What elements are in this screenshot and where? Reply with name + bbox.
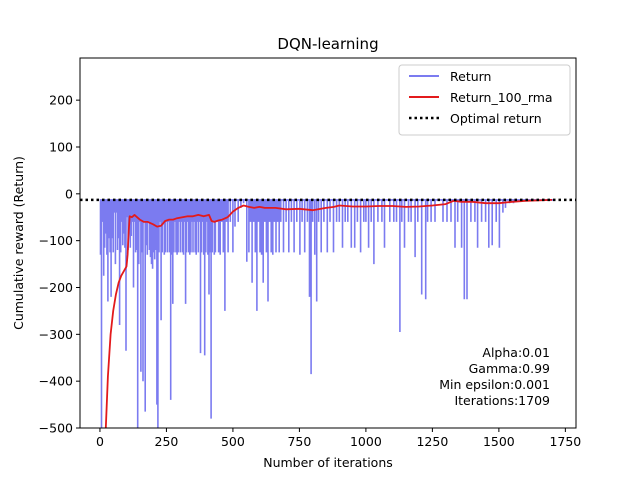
x-tick-label: 1750 — [549, 434, 581, 449]
x-tick-label: 1250 — [416, 434, 448, 449]
return-100-rma-line — [104, 199, 553, 428]
y-tick-label: 0 — [65, 186, 73, 201]
x-tick-label: 250 — [155, 434, 179, 449]
chart-title: DQN-learning — [277, 35, 378, 53]
y-tick-label: −400 — [39, 374, 73, 389]
plot-frame — [79, 57, 577, 429]
x-tick-label: 500 — [221, 434, 245, 449]
plot-area — [79, 57, 577, 429]
y-axis-ticks: −500 −400 −300 −200 −100 0 100 200 — [39, 93, 80, 436]
annotation-alpha: Alpha:0.01 — [482, 345, 550, 360]
x-axis-ticks: 0 250 500 750 1000 1250 1500 1750 — [96, 428, 581, 449]
y-tick-label: −300 — [39, 327, 73, 342]
x-tick-label: 1000 — [350, 434, 382, 449]
y-tick-label: −200 — [39, 280, 73, 295]
legend-label-return: Return — [450, 69, 491, 84]
x-tick-label: 1500 — [483, 434, 515, 449]
y-tick-label: −500 — [39, 421, 73, 436]
y-tick-label: 200 — [49, 93, 73, 108]
x-axis-label: Number of iterations — [263, 455, 393, 470]
x-tick-label: 0 — [96, 434, 104, 449]
legend-box — [398, 64, 571, 136]
y-axis-label: Cumulative reward (Return) — [11, 156, 26, 330]
annotation-iterations: Iterations:1709 — [454, 393, 550, 408]
y-tick-label: −100 — [39, 233, 73, 248]
annotation-gamma: Gamma:0.99 — [469, 361, 550, 376]
legend: Return Return_100_rma Optimal return — [398, 64, 571, 136]
x-tick-label: 750 — [287, 434, 311, 449]
legend-label-optimal: Optimal return — [450, 111, 542, 126]
y-tick-label: 100 — [49, 139, 73, 154]
legend-label-rma: Return_100_rma — [450, 90, 553, 105]
series-return-100-rma — [104, 199, 553, 428]
hyperparameter-annotations: Alpha:0.01 Gamma:0.99 Min epsilon:0.001 … — [439, 345, 550, 408]
annotation-min-epsilon: Min epsilon:0.001 — [439, 377, 550, 392]
